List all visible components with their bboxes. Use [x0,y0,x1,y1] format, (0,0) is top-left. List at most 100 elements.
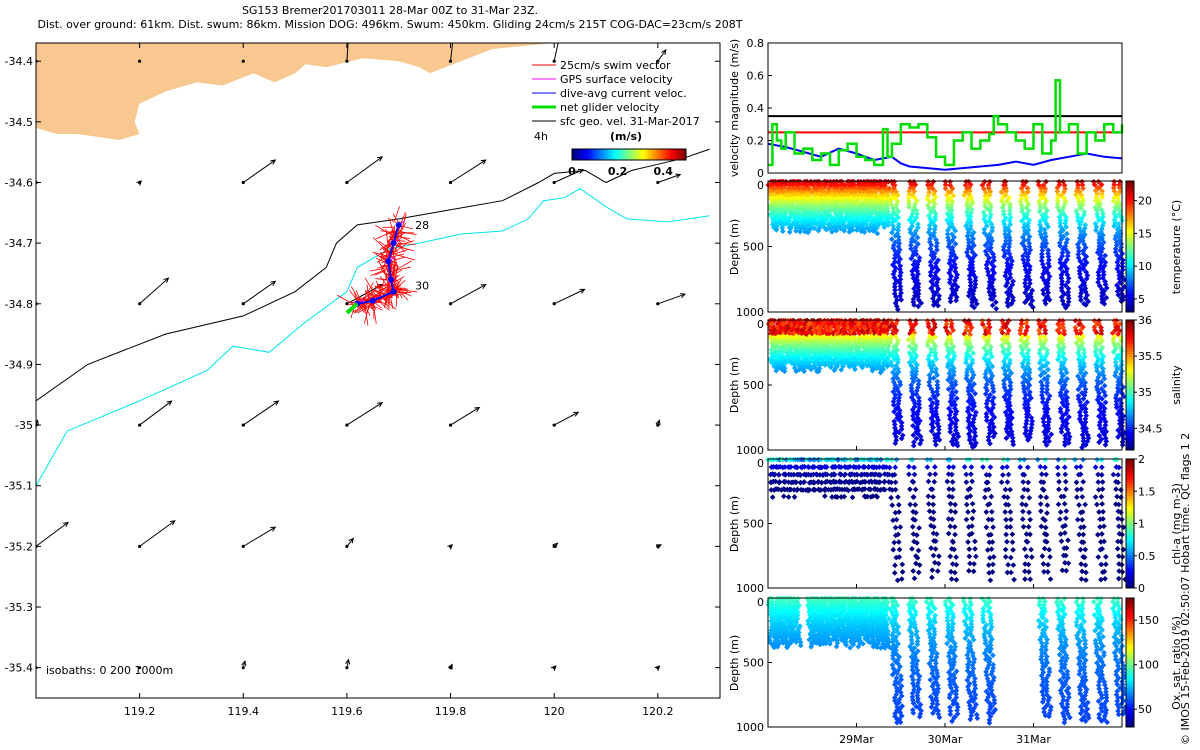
chl-a-sample [911,464,917,471]
map-y-tick-label: -34.7 [5,237,33,250]
salinity-y-tick-label-zero: 0 [757,318,764,331]
swim-vector [396,245,415,252]
geo-vel-arrow-head [480,284,487,289]
swim-vector [397,288,409,301]
geo-vel-arrow [345,36,350,63]
swim-vector [364,292,380,303]
geo-vel-arrow-base [241,666,245,670]
temperature-colorbar-tick-label: 10 [1138,260,1152,273]
geo-vel-arrow [241,59,245,63]
velocity-y-tick-label: 0.8 [747,37,765,50]
salinity-depth-label: Depth (m) [728,357,741,413]
geo-vel-arrow [138,400,173,427]
salinity-colorbar-tick-label: 36 [1138,314,1152,327]
chl-a-sample [927,471,933,478]
swim-vector [369,302,374,311]
chl-a-sample [899,569,906,575]
swim-vector [375,253,385,261]
chl-a-sample [916,525,922,531]
chl-a-sample [888,456,895,463]
geo-vel-arrow-head [675,173,682,179]
temperature-colorbar-tick-label: 15 [1138,227,1152,240]
chl-a-sample [791,494,798,500]
chl-a-sample [822,493,828,499]
velocity-y-tick-label: 0.6 [747,70,765,83]
swim-vector [358,298,366,302]
geo-vel-arrow [36,521,69,548]
chl-a-sample [888,494,894,501]
map-y-tick-label: -34.5 [5,116,33,129]
geo-vel-arrow-shaft [139,277,169,305]
geo-vel-arrow-head [656,544,663,550]
geo-vel-arrow [241,400,280,427]
temperature-depth-label: Depth (m) [728,219,741,275]
geo-vel-arrow-head [346,36,350,41]
geo-vel-arrow [138,520,176,548]
geo-vel-arrow [448,32,455,63]
swim-vector [400,232,403,240]
chl-a-sample [926,508,933,514]
chl-a-sample [928,545,934,552]
geo-vel-arrow-head [377,402,384,408]
geo-vel-arrow [656,49,667,63]
salinity-colorbar-tick-label: 35.5 [1138,350,1163,363]
geo-vel-arrow [447,663,453,670]
map-y-tick-label: -35.2 [5,540,33,553]
geo-vel-arrow [448,406,481,427]
chlorophyll-colorbar-label: chl-a (mg m-3) [1170,483,1183,565]
map-y-ticks: -34.4-34.5-34.6-34.7-34.8-34.9-35-35.1-3… [5,55,720,675]
legend-item-net: net glider velocity [532,101,660,114]
swim-vector [377,251,392,264]
chl-a-sample [886,464,893,471]
salinity-colorbar-label: salinity [1170,365,1183,405]
chl-a-sample [893,516,900,523]
chl-a-sample [892,562,898,569]
geo-vel-arrow [138,59,142,63]
map-colorbar-tick-label: 0.4 [653,165,673,178]
swim-vector [376,281,391,289]
swim-vector [396,222,407,238]
geo-vel-arrow-head [552,542,559,549]
chl-a-sample [769,494,776,501]
geo-vel-arrow-head [447,543,453,550]
chl-a-sample [915,547,922,554]
chl-a-sample [892,524,899,531]
swim-vector [392,249,407,255]
isobath-label: isobaths: 0 200 1000m [46,664,173,677]
geo-vel-arrow-base [138,59,142,63]
swim-vector [378,250,390,255]
salinity-colorbar-tick-label: 34.5 [1138,422,1163,435]
map-colorbar-tick-label: 0.2 [608,165,628,178]
geo-vel-arrow-shaft [346,402,383,426]
legend-item-dac: dive-avg current veloc. [532,87,687,100]
geo-vel-arrow-shaft [139,520,176,547]
salinity-sample [933,441,939,448]
geo-vel-arrow-shaft [346,659,349,668]
swim-vector [355,305,366,314]
map-colorbar: 0 0.2 0.4 [568,148,687,178]
geo-vel-arrow-head [451,32,455,37]
geo-vel-arrow-head [348,537,355,544]
map-colorbar-title: (m/s) [610,130,642,143]
geo-vel-arrow-shaft [553,43,559,62]
chl-a-sample [897,524,904,530]
geo-vel-arrow [241,526,277,548]
swim-vector [389,226,396,234]
geo-vel-arrow-shaft [553,411,579,426]
geo-vel-arrow-head [62,521,69,528]
chl-a-sample [909,523,916,530]
chl-a-profile-dots [765,456,1129,584]
swim-vector [362,305,374,309]
chl-a-sample [878,456,884,463]
geo-vel-arrow [552,43,561,63]
temperature-profile-dots [765,178,1128,313]
salinity-profile-dots [765,317,1128,451]
geostrophic-velocity-arrows [36,32,687,671]
isobath-200m-line [36,148,710,402]
swim-vector-cloud [336,206,418,326]
geo-vel-arrow [345,658,351,670]
geo-vel-arrow-head [345,658,351,665]
geo-vel-arrow [138,277,170,306]
velocity-panel: 00.20.40.60.8 velocity magnitude (m/s) [728,37,1124,180]
geo-vel-arrow-head [270,159,277,165]
